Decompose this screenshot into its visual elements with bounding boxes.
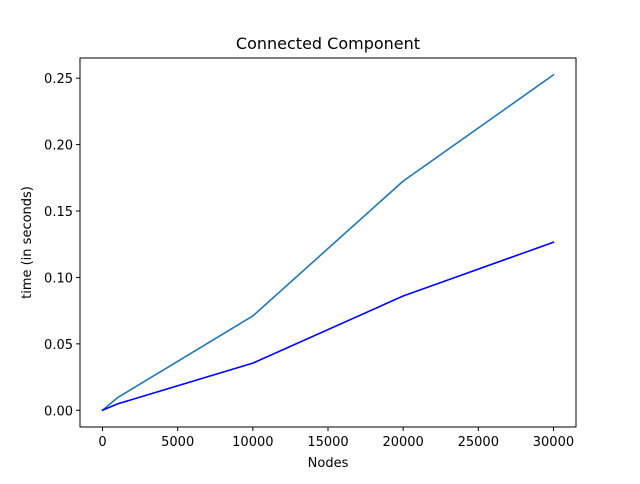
x-tick-label: 25000 (458, 435, 499, 450)
chart-title: Connected Component (236, 34, 420, 53)
y-tick-label: 0.15 (44, 205, 73, 220)
series-line-1 (101, 73, 555, 412)
y-tick-label: 0.25 (44, 72, 73, 87)
x-tick-label: 15000 (307, 435, 348, 450)
x-tick-label: 0 (98, 435, 106, 450)
series-layer (101, 73, 555, 412)
x-axis-label: Nodes (308, 456, 349, 471)
y-tick-label: 0.20 (44, 139, 73, 154)
x-tick-label: 5000 (161, 435, 194, 450)
x-tick-label: 10000 (232, 435, 273, 450)
y-tick-label: 0.10 (44, 271, 73, 286)
y-tick-label: 0.00 (44, 404, 73, 419)
series-line-2 (101, 241, 555, 412)
plot-frame (79, 57, 577, 428)
y-tick-label: 0.05 (44, 338, 73, 353)
ticks-layer: 0 5000 10000 15000 20000 25000 30000 0.00 0.05 0.… (44, 72, 574, 450)
x-tick-label: 20000 (382, 435, 423, 450)
y-axis-label: time (in seconds) (20, 186, 35, 299)
x-tick-label: 30000 (533, 435, 574, 450)
